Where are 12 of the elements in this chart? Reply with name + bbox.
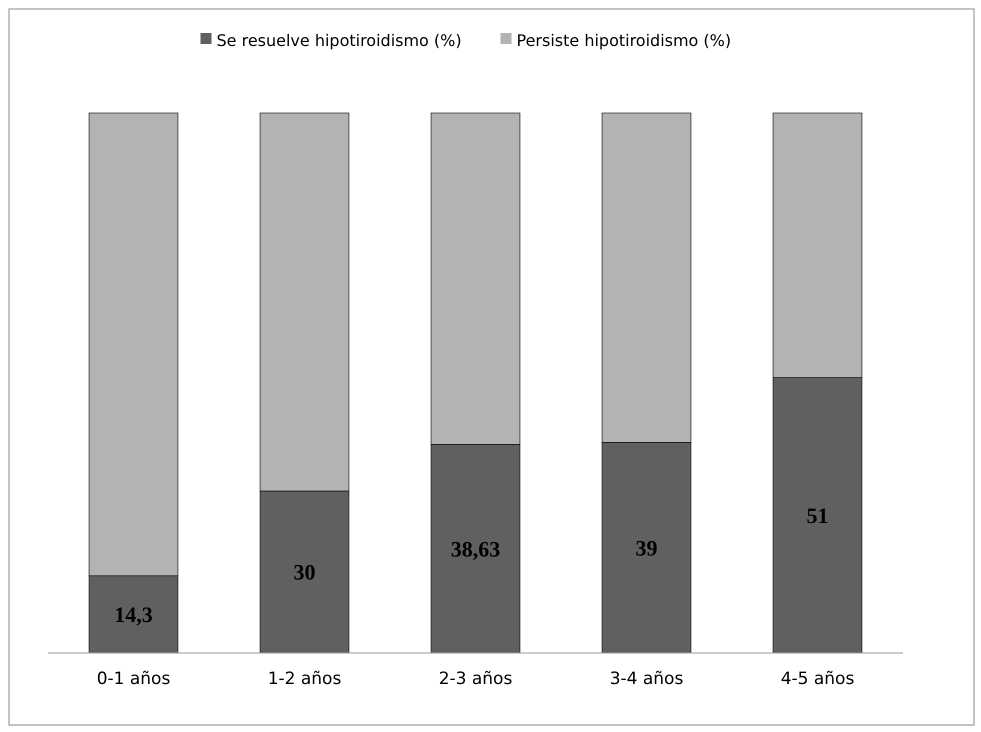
data-label: 30: [294, 560, 316, 585]
data-label: 38,63: [450, 536, 500, 562]
data-label: 14,3: [114, 602, 153, 628]
x-tick-label: 1-2 años: [268, 669, 342, 689]
data-label: 51: [806, 503, 828, 528]
x-tick-label: 3-4 años: [610, 669, 684, 689]
data-label: 39: [636, 535, 658, 560]
legend-label: Se resuelve hipotiroidismo (%): [216, 30, 462, 50]
x-tick-label: 0-1 años: [96, 669, 170, 689]
x-tick-label: 4-5 años: [780, 669, 854, 689]
x-tick-label: 2-3 años: [438, 669, 512, 689]
legend-label: Persiste hipotiroidismo (%): [516, 30, 732, 50]
